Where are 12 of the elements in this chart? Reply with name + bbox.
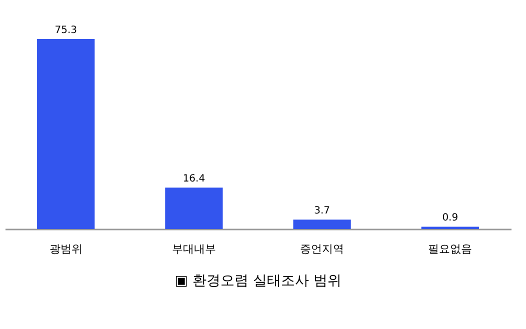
x-tick-label: 증언지역 — [300, 242, 344, 256]
x-tick-label: 광범위 — [49, 242, 82, 256]
bar — [165, 188, 223, 229]
x-tick-label: 필요없음 — [428, 242, 472, 256]
data-label: 75.3 — [54, 25, 77, 36]
text: ▣ 환경오렴 실태조사 범위 — [174, 273, 342, 289]
data-label: 16.4 — [182, 174, 206, 185]
x-tick-label: 부대내부 — [172, 242, 216, 256]
bar — [37, 39, 95, 229]
data-label: 3.7 — [314, 206, 330, 217]
bar — [293, 220, 351, 229]
data-label: 0.9 — [442, 212, 458, 224]
